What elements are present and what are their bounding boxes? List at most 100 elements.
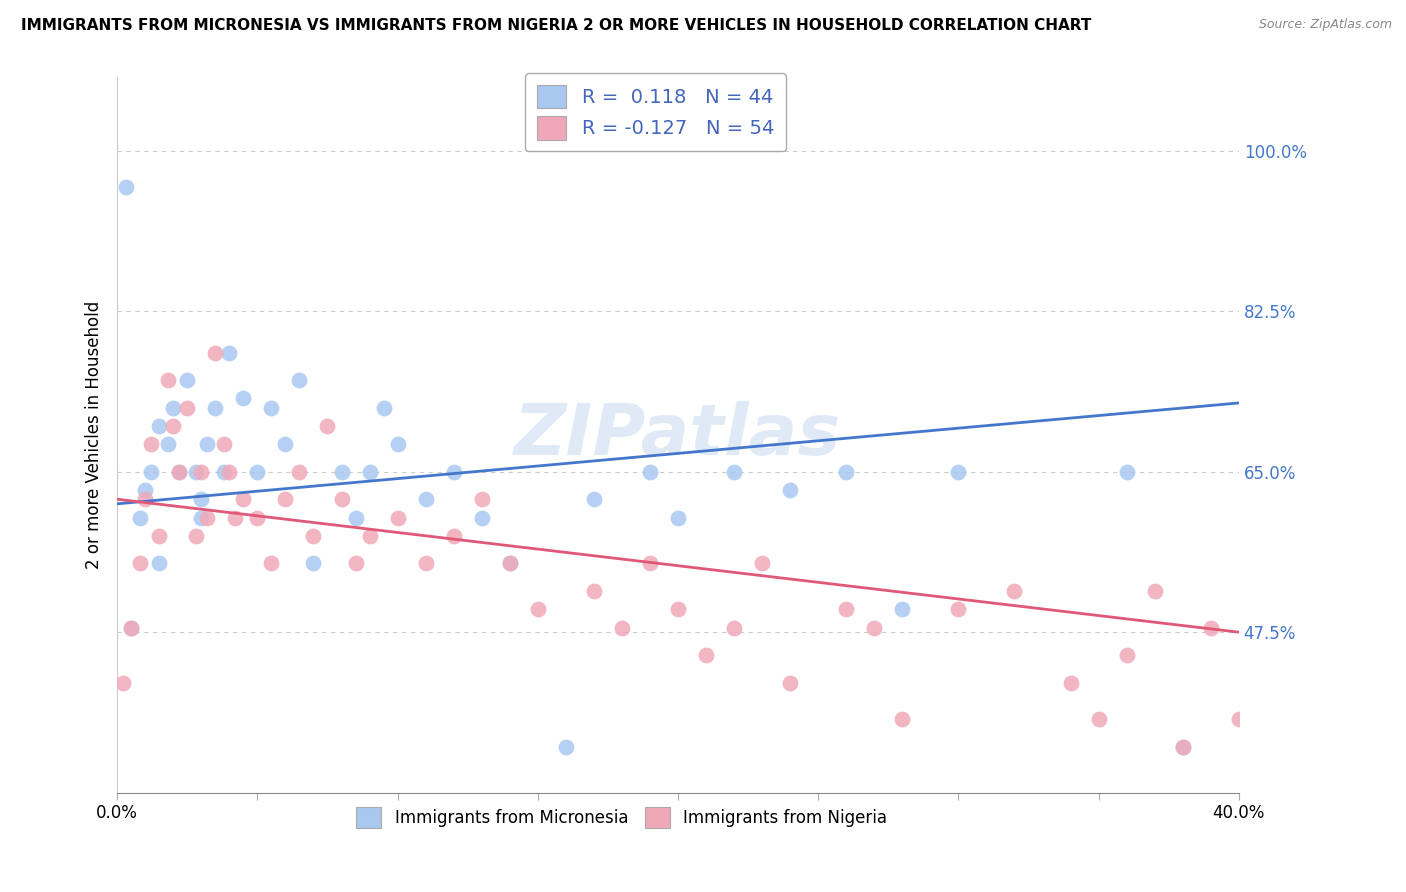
Point: [415, 557, 437, 571]
Point: [232, 392, 254, 406]
Point: [114, 180, 136, 194]
Point: [184, 465, 207, 479]
Point: [863, 621, 886, 635]
Point: [176, 373, 198, 387]
Point: [1087, 712, 1109, 726]
Point: [195, 510, 218, 524]
Point: [128, 510, 150, 524]
Point: [666, 510, 689, 524]
Point: [891, 602, 914, 616]
Point: [184, 529, 207, 543]
Point: [387, 437, 409, 451]
Point: [779, 675, 801, 690]
Point: [156, 437, 179, 451]
Point: [190, 492, 212, 507]
Point: [212, 437, 235, 451]
Point: [1004, 583, 1026, 598]
Point: [1171, 739, 1194, 754]
Point: [499, 557, 522, 571]
Point: [330, 492, 353, 507]
Point: [218, 345, 240, 359]
Point: [120, 621, 142, 635]
Point: [582, 583, 605, 598]
Point: [779, 483, 801, 497]
Point: [134, 492, 156, 507]
Point: [134, 483, 156, 497]
Point: [167, 465, 190, 479]
Point: [723, 621, 745, 635]
Point: [891, 712, 914, 726]
Point: [723, 465, 745, 479]
Point: [176, 401, 198, 415]
Point: [344, 510, 367, 524]
Point: [948, 465, 970, 479]
Point: [148, 557, 170, 571]
Y-axis label: 2 or more Vehicles in Household: 2 or more Vehicles in Household: [86, 301, 103, 569]
Point: [610, 621, 633, 635]
Point: [948, 602, 970, 616]
Point: [638, 557, 661, 571]
Point: [359, 529, 381, 543]
Point: [415, 492, 437, 507]
Point: [120, 621, 142, 635]
Point: [638, 465, 661, 479]
Point: [835, 602, 858, 616]
Point: [139, 465, 162, 479]
Point: [111, 675, 134, 690]
Point: [162, 418, 184, 433]
Point: [302, 557, 325, 571]
Point: [316, 418, 339, 433]
Point: [246, 465, 269, 479]
Point: [1115, 465, 1137, 479]
Point: [260, 401, 283, 415]
Point: [526, 602, 548, 616]
Point: [274, 437, 297, 451]
Point: [330, 465, 353, 479]
Point: [139, 437, 162, 451]
Legend: Immigrants from Micronesia, Immigrants from Nigeria: Immigrants from Micronesia, Immigrants f…: [350, 801, 894, 834]
Point: [554, 739, 576, 754]
Point: [204, 345, 226, 359]
Point: [212, 465, 235, 479]
Point: [1199, 621, 1222, 635]
Text: Source: ZipAtlas.com: Source: ZipAtlas.com: [1258, 18, 1392, 31]
Point: [387, 510, 409, 524]
Point: [162, 401, 184, 415]
Point: [1227, 712, 1250, 726]
Point: [443, 465, 465, 479]
Point: [1059, 675, 1081, 690]
Point: [471, 492, 494, 507]
Point: [218, 465, 240, 479]
Point: [499, 557, 522, 571]
Point: [835, 465, 858, 479]
Point: [232, 492, 254, 507]
Point: [190, 465, 212, 479]
Point: [582, 492, 605, 507]
Point: [274, 492, 297, 507]
Point: [156, 373, 179, 387]
Point: [128, 557, 150, 571]
Point: [1143, 583, 1166, 598]
Point: [443, 529, 465, 543]
Point: [148, 529, 170, 543]
Text: IMMIGRANTS FROM MICRONESIA VS IMMIGRANTS FROM NIGERIA 2 OR MORE VEHICLES IN HOUS: IMMIGRANTS FROM MICRONESIA VS IMMIGRANTS…: [21, 18, 1091, 33]
Point: [288, 373, 311, 387]
Point: [190, 510, 212, 524]
Point: [359, 465, 381, 479]
Point: [666, 602, 689, 616]
Point: [204, 401, 226, 415]
Point: [167, 465, 190, 479]
Text: ZIPatlas: ZIPatlas: [515, 401, 842, 469]
Point: [1241, 767, 1264, 781]
Point: [288, 465, 311, 479]
Point: [224, 510, 246, 524]
Point: [1171, 739, 1194, 754]
Point: [246, 510, 269, 524]
Point: [1115, 648, 1137, 662]
Point: [195, 437, 218, 451]
Point: [302, 529, 325, 543]
Point: [751, 557, 773, 571]
Point: [373, 401, 395, 415]
Point: [471, 510, 494, 524]
Point: [695, 648, 717, 662]
